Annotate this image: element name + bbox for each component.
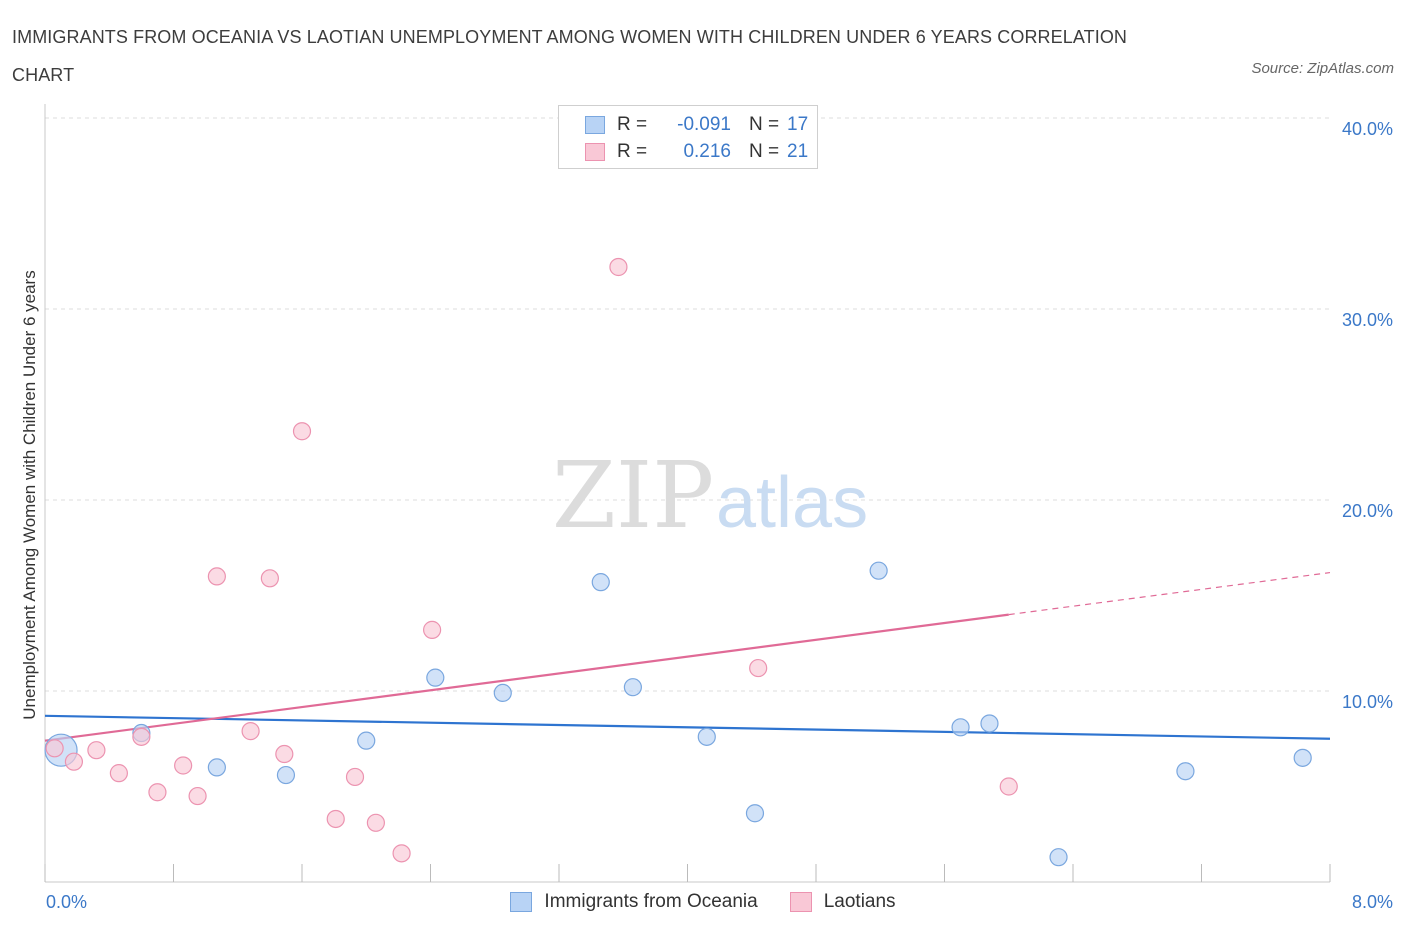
point-oceania bbox=[951, 718, 970, 737]
point-oceania bbox=[357, 731, 376, 750]
trend-line-oceania bbox=[44, 714, 1331, 740]
point-laotians bbox=[749, 658, 768, 678]
point-laotians bbox=[109, 764, 128, 783]
trend-line-laotians bbox=[44, 613, 1009, 742]
point-laotians bbox=[64, 752, 84, 771]
point-oceania bbox=[869, 561, 888, 580]
point-oceania bbox=[493, 683, 512, 703]
chart-title: IMMIGRANTS FROM OCEANIA VS LAOTIAN UNEMP… bbox=[12, 27, 1128, 85]
legend-row-laotians: R = 0.216 N = 21 bbox=[585, 139, 808, 165]
series-legend-laotians[interactable]: Laotians bbox=[789, 891, 896, 913]
point-oceania bbox=[591, 573, 610, 592]
series-label-laotians: Laotians bbox=[823, 891, 896, 912]
trend-lines bbox=[44, 571, 1331, 742]
stats-legend: R = -0.091 N = 17 R = 0.216 N = 21 bbox=[558, 105, 818, 169]
watermark-zip: ZIP bbox=[552, 442, 714, 549]
legend-r-value: -0.091 bbox=[677, 114, 731, 135]
point-laotians bbox=[87, 741, 106, 760]
legend-n-value: 21 bbox=[787, 141, 809, 162]
axes bbox=[44, 104, 1331, 883]
legend-row-oceania: R = -0.091 N = 17 bbox=[585, 112, 808, 138]
source-credit: Source: ZipAtlas.com bbox=[1251, 60, 1394, 77]
point-laotians bbox=[326, 809, 345, 829]
point-laotians bbox=[45, 739, 64, 758]
point-oceania bbox=[207, 758, 226, 777]
point-laotians bbox=[609, 257, 628, 277]
point-laotians bbox=[132, 727, 151, 746]
point-laotians bbox=[392, 844, 411, 863]
point-oceania bbox=[745, 804, 765, 823]
series-label-oceania: Immigrants from Oceania bbox=[544, 891, 758, 912]
x-tick-label: 0.0% bbox=[46, 892, 87, 912]
legend-r-label: R = bbox=[617, 141, 648, 162]
point-oceania bbox=[980, 714, 999, 733]
point-laotians bbox=[188, 786, 207, 806]
grid-lines bbox=[45, 117, 1330, 692]
series-swatch-blue bbox=[510, 892, 533, 912]
point-laotians bbox=[345, 767, 365, 787]
series-swatch-pink bbox=[789, 892, 812, 912]
tick-labels: 10.0% 20.0% 30.0% 40.0% 0.0% 8.0% bbox=[46, 119, 1393, 912]
legend-r-label: R = bbox=[617, 114, 648, 135]
legend-n-label: N = bbox=[749, 141, 780, 162]
x-tick-label: 8.0% bbox=[1352, 892, 1393, 912]
point-oceania bbox=[426, 668, 445, 687]
y-tick-label: 40.0% bbox=[1342, 119, 1393, 139]
point-oceania bbox=[276, 765, 296, 785]
watermark-atlas: atlas bbox=[716, 463, 868, 543]
trend-line-laotians-extension bbox=[1008, 571, 1331, 616]
point-laotians bbox=[148, 783, 167, 802]
series-legend: Immigrants from Oceania Laotians bbox=[0, 888, 1406, 916]
point-oceania bbox=[697, 727, 716, 746]
y-tick-label: 20.0% bbox=[1342, 501, 1393, 521]
point-oceania bbox=[1049, 848, 1068, 867]
legend-n-label: N = bbox=[749, 114, 780, 135]
point-laotians bbox=[275, 744, 294, 764]
point-laotians bbox=[260, 569, 279, 588]
point-laotians bbox=[423, 620, 442, 639]
point-oceania bbox=[1176, 762, 1195, 781]
point-laotians bbox=[174, 756, 193, 775]
point-laotians bbox=[366, 813, 385, 832]
y-tick-label: 30.0% bbox=[1342, 310, 1393, 330]
point-oceania bbox=[1293, 748, 1312, 767]
legend-r-value: 0.216 bbox=[683, 141, 731, 162]
point-oceania bbox=[623, 678, 642, 697]
watermark: ZIP atlas bbox=[552, 442, 868, 549]
series-legend-oceania[interactable]: Immigrants from Oceania bbox=[510, 891, 758, 913]
legend-n-value: 17 bbox=[787, 114, 809, 135]
point-laotians bbox=[292, 422, 312, 441]
point-laotians bbox=[999, 777, 1018, 796]
point-laotians bbox=[207, 567, 226, 586]
y-tick-label: 10.0% bbox=[1342, 692, 1393, 712]
legend-swatch-pink bbox=[585, 143, 605, 161]
legend-swatch-blue bbox=[585, 116, 605, 134]
point-laotians bbox=[241, 722, 260, 741]
data-points bbox=[44, 257, 1312, 867]
